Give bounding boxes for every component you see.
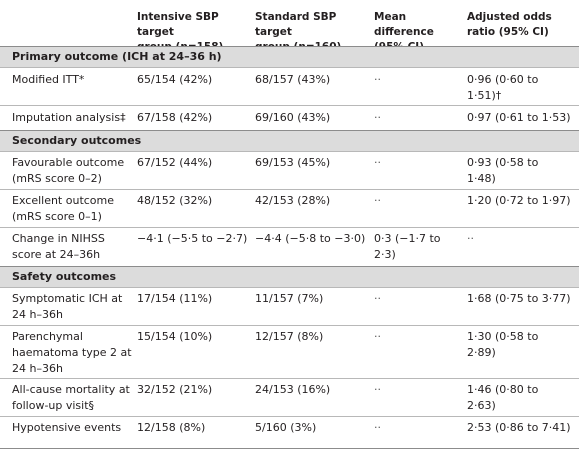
table-row: Change in NIHSS score at 24–36h −4·1 (−5… (0, 227, 579, 267)
section-safety-outcomes: Safety outcomes (0, 266, 579, 287)
mean-difference-value: ·· (374, 292, 381, 305)
section-title: Safety outcomes (12, 270, 117, 283)
odds-ratio-value: 1·46 (0·80 to 2·63) (467, 383, 539, 412)
table-row: Imputation analysis‡ 67/158 (42%) 69/160… (0, 105, 579, 130)
odds-ratio-value: 1·68 (0·75 to 3·77) (467, 292, 571, 305)
standard-value: 42/153 (28%) (255, 194, 331, 207)
standard-value: 5/160 (3%) (255, 421, 317, 434)
standard-value: 24/153 (16%) (255, 383, 331, 396)
row-label: Imputation analysis‡ (12, 111, 126, 124)
odds-ratio-value: ·· (467, 232, 474, 245)
odds-ratio-value: 1·20 (0·72 to 1·97) (467, 194, 571, 207)
row-label: Hypotensive events (12, 421, 122, 434)
row-label: Favourable outcome (mRS score 0–2) (12, 156, 125, 185)
intensive-value: 32/152 (21%) (137, 383, 213, 396)
table-row: Modified ITT* 65/154 (42%) 68/157 (43%) … (0, 67, 579, 106)
mean-difference-value: ·· (374, 194, 381, 207)
mean-difference-value: ·· (374, 111, 381, 124)
header-odds-ratio: Adjusted odds ratio (95% CI) (467, 11, 552, 38)
table-row: Hypotensive events 12/158 (8%) 5/160 (3%… (0, 416, 579, 449)
row-label: Parenchymal haematoma type 2 at 24 h–36h (12, 330, 132, 375)
standard-value: 12/157 (8%) (255, 330, 324, 343)
intensive-value: −4·1 (−5·5 to −2·7) (137, 232, 248, 245)
mean-difference-value: ·· (374, 73, 381, 86)
row-label: Modified ITT* (12, 73, 85, 86)
row-label: All-cause mortality at follow-up visit§ (12, 383, 130, 412)
section-secondary-outcomes: Secondary outcomes (0, 130, 579, 151)
odds-ratio-value: 0·97 (0·61 to 1·53) (467, 111, 571, 124)
standard-value: 68/157 (43%) (255, 73, 331, 86)
mean-difference-value: ·· (374, 156, 381, 169)
intensive-value: 67/158 (42%) (137, 111, 213, 124)
table-row: Favourable outcome (mRS score 0–2) 67/15… (0, 151, 579, 190)
mean-difference-value: ·· (374, 383, 381, 396)
odds-ratio-value: 0·93 (0·58 to 1·48) (467, 156, 539, 185)
intensive-value: 65/154 (42%) (137, 73, 213, 86)
section-title: Secondary outcomes (12, 134, 142, 147)
odds-ratio-value: 0·96 (0·60 to 1·51)† (467, 73, 539, 102)
row-label: Change in NIHSS score at 24–36h (12, 232, 105, 261)
intensive-value: 12/158 (8%) (137, 421, 206, 434)
table-row: Symptomatic ICH at 24 h–36h 17/154 (11%)… (0, 287, 579, 326)
table-row: Parenchymal haematoma type 2 at 24 h–36h… (0, 325, 579, 379)
intensive-value: 48/152 (32%) (137, 194, 213, 207)
row-label: Symptomatic ICH at 24 h–36h (12, 292, 123, 321)
odds-ratio-value: 1·30 (0·58 to 2·89) (467, 330, 539, 359)
mean-difference-value: ·· (374, 421, 381, 434)
table-row: Excellent outcome (mRS score 0–1) 48/152… (0, 189, 579, 228)
standard-value: 69/153 (45%) (255, 156, 331, 169)
mean-difference-value: ·· (374, 330, 381, 343)
row-label: Excellent outcome (mRS score 0–1) (12, 194, 115, 223)
mean-difference-value: 0·3 (−1·7 to 2·3) (374, 232, 441, 261)
standard-value: −4·4 (−5·8 to −3·0) (255, 232, 366, 245)
odds-ratio-value: 2·53 (0·86 to 7·41) (467, 421, 571, 434)
standard-value: 69/160 (43%) (255, 111, 331, 124)
intensive-value: 17/154 (11%) (137, 292, 213, 305)
table-header: Intensive SBP target group (n=158) Stand… (0, 0, 579, 53)
intensive-value: 15/154 (10%) (137, 330, 213, 343)
table-row: All-cause mortality at follow-up visit§ … (0, 378, 579, 417)
section-primary-outcome: Primary outcome (ICH at 24–36 h) (0, 46, 579, 67)
section-title: Primary outcome (ICH at 24–36 h) (12, 50, 222, 63)
standard-value: 11/157 (7%) (255, 292, 324, 305)
intensive-value: 67/152 (44%) (137, 156, 213, 169)
